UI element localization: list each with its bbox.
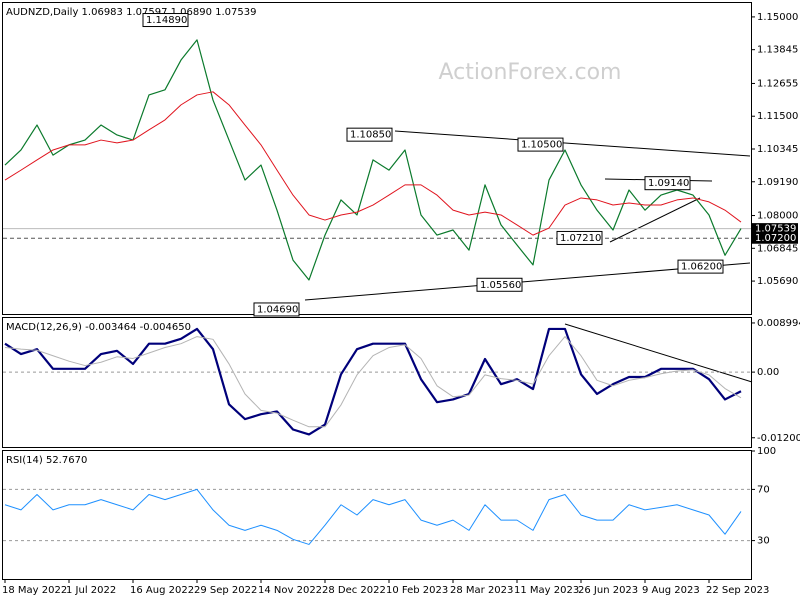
y-tick-label: 1.08000 xyxy=(757,211,798,222)
y-tick-label: 100 xyxy=(757,446,776,457)
y-tick-label: 1.05690 xyxy=(757,276,798,287)
x-tick-label: 11 May 2023 xyxy=(514,585,579,596)
annotation-label: 1.09140 xyxy=(648,178,689,189)
trendline xyxy=(304,262,751,301)
panels xyxy=(2,2,752,580)
annotation-box xyxy=(556,230,603,245)
y-tick-label: 0.008994 xyxy=(757,318,800,329)
y-tick-label: 1.13845 xyxy=(757,45,798,56)
annotation-label: 1.06200 xyxy=(681,262,722,273)
y-tick-label: 1.09190 xyxy=(757,177,798,188)
x-tick-label: 29 Sep 2022 xyxy=(194,585,257,596)
y-tick-label: 1.10345 xyxy=(757,144,798,155)
x-tick-label: 26 Jun 2023 xyxy=(578,585,638,596)
panel-title: RSI(14) 52.7670 xyxy=(6,455,87,466)
x-tick-label: 9 Aug 2023 xyxy=(642,585,700,596)
y-tick-label: 1.15000 xyxy=(757,12,798,23)
price-label: 1.07539 xyxy=(755,224,796,235)
annotation-box xyxy=(142,13,189,28)
y-tick-label: 1.12655 xyxy=(757,78,798,89)
annotation-label: 1.10850 xyxy=(350,130,391,141)
panel-title: AUDNZD,Daily 1.06983 1.07597 1.06890 1.0… xyxy=(6,7,257,18)
y-tick-label: 30 xyxy=(757,536,770,547)
price-label: 1.07200 xyxy=(755,233,796,244)
y-tick-label: 1.11500 xyxy=(757,111,798,122)
price-panel xyxy=(2,2,752,315)
series-line xyxy=(4,91,742,236)
x-tick-label: 16 Aug 2022 xyxy=(130,585,194,596)
price-label-box xyxy=(752,223,798,235)
series-line xyxy=(4,39,742,281)
trendline xyxy=(609,197,701,243)
annotation-label: 1.10500 xyxy=(521,140,562,151)
y-tick-label: 70 xyxy=(757,484,770,495)
series-line xyxy=(4,336,742,428)
rsi-panel xyxy=(2,450,752,580)
annotation-label: 1.14890 xyxy=(146,15,187,26)
watermark: ActionForex.com xyxy=(439,60,622,85)
y-tick-label: 0.00 xyxy=(757,367,779,378)
annotation-box xyxy=(476,277,523,292)
annotation-label: 1.04690 xyxy=(257,304,298,315)
annotation-box xyxy=(346,127,393,142)
annotation-box xyxy=(517,137,564,152)
annotation-label: 1.05560 xyxy=(480,280,521,291)
panel-title: MACD(12,26,9) -0.003464 -0.004650 xyxy=(6,322,191,333)
macd-panel xyxy=(2,317,752,448)
y-tick-label: -0.012008 xyxy=(757,433,800,444)
series-line xyxy=(4,327,742,436)
y-tick-label: 1.06845 xyxy=(757,243,798,254)
trendline xyxy=(394,130,751,157)
trendlines xyxy=(304,130,753,383)
series-line xyxy=(4,488,742,545)
x-tick-label: 10 Feb 2023 xyxy=(386,585,448,596)
annotation-box xyxy=(644,176,691,191)
x-tick-label: 14 Nov 2022 xyxy=(258,585,322,596)
x-tick-label: 22 Sep 2023 xyxy=(706,585,769,596)
x-tick-label: 1 Jul 2022 xyxy=(66,585,116,596)
x-tick-label: 28 Mar 2023 xyxy=(450,585,513,596)
annotation-box xyxy=(677,259,724,274)
trendline xyxy=(564,323,753,383)
price-label-box xyxy=(752,232,798,244)
annotation-box xyxy=(253,302,300,317)
annotation-label: 1.07210 xyxy=(560,233,601,244)
x-tick-label: 28 Dec 2022 xyxy=(322,585,386,596)
x-tick-label: 18 May 2022 xyxy=(2,585,67,596)
